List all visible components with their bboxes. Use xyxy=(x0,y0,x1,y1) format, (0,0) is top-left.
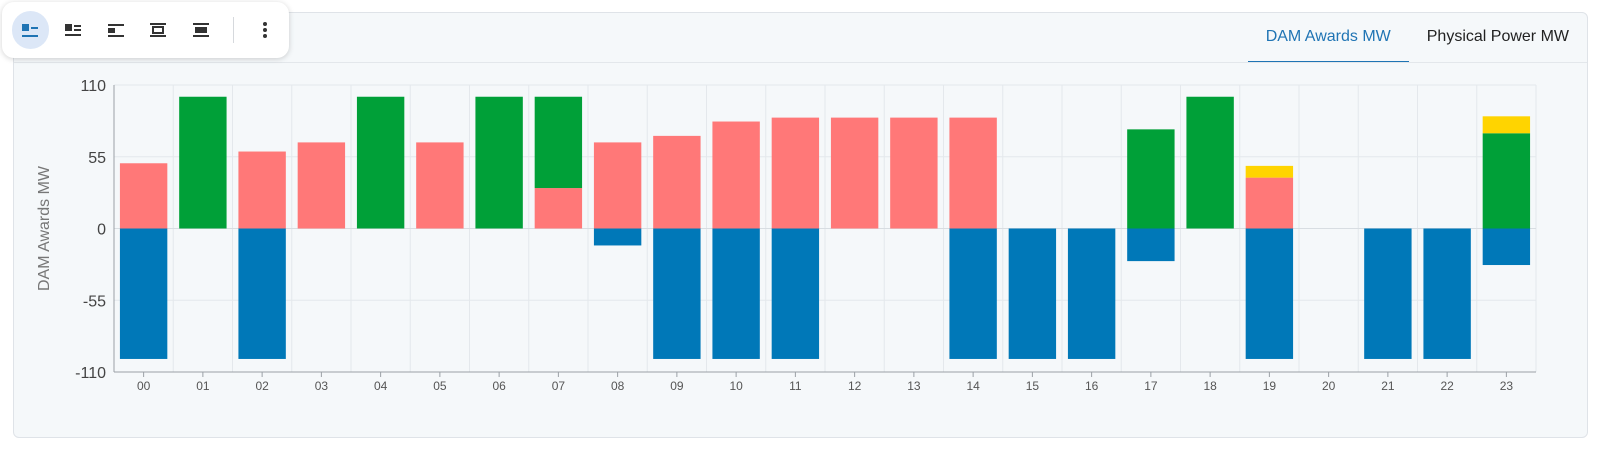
layout-compact-icon xyxy=(107,24,124,37)
x-tick-label: 08 xyxy=(611,379,625,393)
bar-19 xyxy=(1245,228,1294,359)
bar-07 xyxy=(534,96,583,189)
x-tick-label: 09 xyxy=(670,379,684,393)
layout-list-button[interactable] xyxy=(55,11,92,49)
bar-07 xyxy=(534,188,583,229)
y-axis-label: DAM Awards MW xyxy=(36,165,53,291)
x-tick-label: 17 xyxy=(1144,379,1158,393)
y-tick-label: -55 xyxy=(83,293,106,310)
bar-17 xyxy=(1127,228,1175,262)
layout-block-button[interactable] xyxy=(183,11,220,49)
x-tick-label: 21 xyxy=(1381,379,1395,393)
layout-left-button[interactable] xyxy=(12,11,49,49)
layout-left-icon xyxy=(22,24,39,37)
chart-card: DAM Awards MW Physical Power MW 110 55 0 -5… xyxy=(13,12,1588,438)
layout-list-icon xyxy=(65,24,81,36)
bar-00 xyxy=(119,228,168,359)
x-tick-label: 12 xyxy=(848,379,862,393)
bar-08 xyxy=(593,228,642,246)
bar-21 xyxy=(1364,228,1412,359)
bar-19 xyxy=(1245,165,1294,178)
bar-11 xyxy=(771,117,820,229)
x-tick-label: 13 xyxy=(907,379,921,393)
bar-09 xyxy=(653,228,701,359)
bar-16 xyxy=(1067,228,1116,359)
bar-22 xyxy=(1423,228,1471,359)
x-tick-label: 16 xyxy=(1085,379,1099,393)
x-tick-label: 07 xyxy=(552,379,566,393)
x-tick-label: 03 xyxy=(315,379,329,393)
bar-00 xyxy=(119,163,168,229)
x-tick-label: 11 xyxy=(789,379,802,393)
bar-10 xyxy=(712,121,760,229)
bar-19 xyxy=(1245,177,1294,229)
bar-13 xyxy=(890,117,938,229)
x-tick-label: 22 xyxy=(1440,379,1454,393)
x-tick-label: 23 xyxy=(1500,379,1514,393)
layout-compact-button[interactable] xyxy=(97,11,134,49)
bar-05 xyxy=(416,142,464,229)
y-tick-label: 110 xyxy=(80,78,106,95)
bar-06 xyxy=(475,96,523,229)
bar-10 xyxy=(712,228,760,359)
x-tick-label: 15 xyxy=(1026,379,1040,393)
x-tick-label: 02 xyxy=(255,379,269,393)
toolbar-separator xyxy=(233,17,235,43)
bar-17 xyxy=(1127,129,1175,229)
x-tick-label: 05 xyxy=(433,379,447,393)
bar-02 xyxy=(238,151,286,229)
y-tick-label: 55 xyxy=(88,150,106,167)
tab-divider xyxy=(14,62,1587,63)
bar-08 xyxy=(593,142,642,229)
x-tick-label: 14 xyxy=(966,379,980,393)
bar-04 xyxy=(356,96,405,229)
bar-12 xyxy=(830,117,879,229)
layout-center-button[interactable] xyxy=(140,11,177,49)
x-tick-label: 00 xyxy=(137,379,151,393)
x-tick-label: 01 xyxy=(196,379,210,393)
bar-11 xyxy=(771,228,820,359)
bar-23 xyxy=(1482,116,1531,134)
x-tick-label: 04 xyxy=(374,379,388,393)
bar-09 xyxy=(653,135,701,229)
bar-23 xyxy=(1482,133,1531,229)
bar-15 xyxy=(1008,228,1057,359)
x-tick-label: 06 xyxy=(492,379,506,393)
dam-awards-chart: 110 55 0 -55 -110 DAM Awards MW 00 01 02 03 04 05 06… xyxy=(36,78,1537,393)
layout-toolbar xyxy=(2,2,289,58)
tab-physical-power[interactable]: Physical Power MW xyxy=(1426,28,1569,45)
more-options-button[interactable] xyxy=(246,11,283,49)
bar-18 xyxy=(1186,96,1234,229)
bar-03 xyxy=(297,142,346,229)
x-tick-label: 19 xyxy=(1263,379,1277,393)
bar-14 xyxy=(949,228,997,359)
y-tick-label: 0 xyxy=(97,222,106,239)
layout-block-icon xyxy=(193,23,210,37)
x-tick-label: 10 xyxy=(729,379,743,393)
layout-center-icon xyxy=(150,23,167,37)
x-tick-label: 20 xyxy=(1322,379,1336,393)
more-vertical-icon xyxy=(262,22,267,38)
bar-02 xyxy=(238,228,286,359)
bar-01 xyxy=(179,96,227,229)
bar-14 xyxy=(949,117,997,229)
bar-23 xyxy=(1482,228,1531,266)
y-tick-label: -110 xyxy=(75,365,106,382)
x-tick-label: 18 xyxy=(1203,379,1217,393)
